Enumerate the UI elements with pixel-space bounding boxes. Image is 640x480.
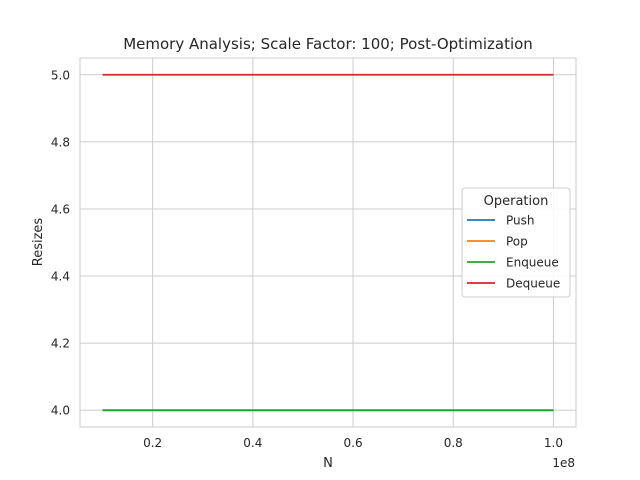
y-tick-label: 4.6 <box>51 202 70 216</box>
legend-label: Push <box>506 214 535 228</box>
legend-label: Enqueue <box>506 256 559 270</box>
legend-entry-pop: Pop <box>467 235 528 249</box>
x-tick-label: 0.4 <box>243 436 262 450</box>
plot-frame <box>79 57 577 428</box>
legend-entry-dequeue: Dequeue <box>467 277 560 291</box>
legend-entry-enqueue: Enqueue <box>467 256 559 270</box>
x-axis-label: N <box>323 456 333 471</box>
y-tick-label: 4.8 <box>51 135 70 149</box>
y-tick-label: 4.4 <box>51 270 70 284</box>
legend-label: Pop <box>506 235 528 249</box>
legend: Operation Push Pop Enqueue Dequeue <box>461 187 571 298</box>
y-tick-label: 4.0 <box>51 404 70 418</box>
series-lines <box>102 73 554 412</box>
legend-title: Operation <box>484 194 549 209</box>
chart-title: Memory Analysis; Scale Factor: 100; Post… <box>123 35 533 53</box>
y-tick-label: 4.2 <box>51 337 70 351</box>
x-tick-label: 1.0 <box>544 436 563 450</box>
x-tick-label: 0.2 <box>143 436 162 450</box>
x-tick-label: 0.6 <box>344 436 363 450</box>
x-tick-label: 0.8 <box>444 436 463 450</box>
x-axis-ticks: 0.2 0.4 0.6 0.8 1.0 <box>143 436 563 450</box>
legend-box <box>461 187 571 298</box>
x-axis-offset-label: 1e8 <box>552 456 575 470</box>
y-axis-ticks: 4.0 4.2 4.4 4.6 4.8 5.0 <box>51 68 70 417</box>
legend-entry-push: Push <box>467 214 535 228</box>
y-tick-label: 5.0 <box>51 68 70 82</box>
y-axis-label: Resizes <box>31 218 46 267</box>
legend-label: Dequeue <box>506 277 560 291</box>
